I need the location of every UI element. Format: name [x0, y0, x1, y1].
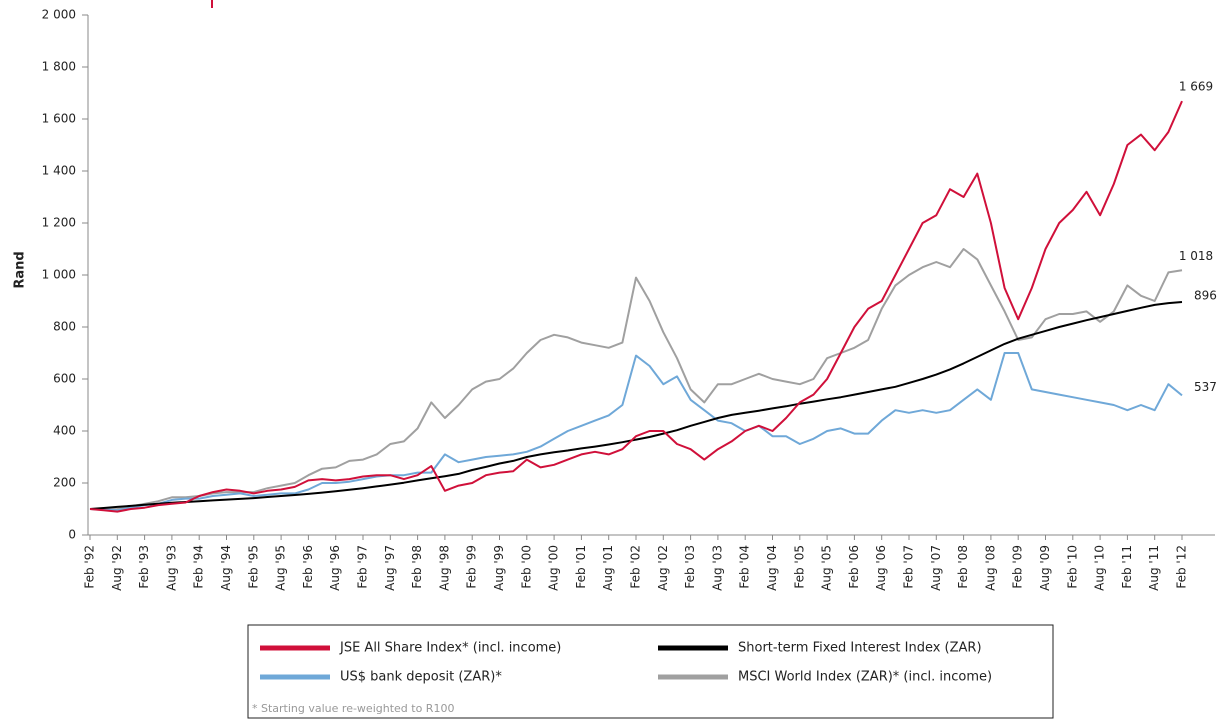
- x-tick-label: Feb '97: [356, 545, 370, 589]
- x-tick-label: Feb '98: [410, 545, 424, 589]
- x-tick-label: Feb '01: [574, 545, 588, 589]
- x-tick-label: Feb '93: [137, 545, 151, 589]
- x-tick-label: Aug '07: [929, 545, 943, 591]
- x-tick-label: Feb '05: [792, 545, 806, 589]
- x-tick-label: Aug '04: [765, 545, 779, 591]
- x-tick-label: Aug '10: [1093, 545, 1107, 591]
- legend-label: Short-term Fixed Interest Index (ZAR): [738, 641, 982, 656]
- x-tick-label: Feb '95: [246, 545, 260, 589]
- series-line: [89, 301, 1183, 510]
- y-tick-label: 1 800: [42, 60, 76, 74]
- x-tick-label: Feb '00: [519, 545, 533, 589]
- x-tick-label: Aug '08: [983, 545, 997, 591]
- y-tick-label: 600: [53, 372, 76, 386]
- x-tick-label: Feb '04: [738, 545, 752, 589]
- x-tick-label: Feb '12: [1175, 545, 1189, 589]
- legend-label: JSE All Share Index* (incl. income): [339, 641, 561, 656]
- x-tick-label: Feb '03: [683, 545, 697, 589]
- y-tick-label: 1 600: [42, 112, 76, 126]
- y-tick-label: 200: [53, 476, 76, 490]
- x-tick-label: Feb '08: [956, 545, 970, 589]
- legend-label: MSCI World Index (ZAR)* (incl. income): [738, 670, 992, 685]
- x-tick-label: Aug '97: [383, 545, 397, 591]
- legend-box: [247, 624, 1054, 719]
- x-tick-label: Aug '06: [874, 545, 888, 591]
- x-tick-label: Aug '01: [601, 545, 615, 591]
- x-tick-label: Feb '10: [1065, 545, 1079, 589]
- y-tick-label: 0: [68, 528, 76, 542]
- x-tick-label: Aug '95: [274, 545, 288, 591]
- x-tick-label: Aug '05: [820, 545, 834, 591]
- x-tick-label: Feb '02: [629, 545, 643, 589]
- x-tick-label: Feb '92: [83, 545, 97, 589]
- footnote: * Starting value re-weighted to R100: [252, 702, 454, 715]
- x-tick-label: Aug '00: [547, 545, 561, 591]
- end-label: 896: [1194, 289, 1217, 303]
- y-tick-label: 1 000: [42, 268, 76, 282]
- y-tick-label: 400: [53, 424, 76, 438]
- y-tick-label: 1 200: [42, 216, 76, 230]
- x-tick-label: Feb '09: [1011, 545, 1025, 589]
- x-tick-label: Feb '94: [192, 545, 206, 589]
- series-line: [89, 248, 1183, 511]
- y-axis-label: Rand: [13, 251, 28, 288]
- x-tick-label: Aug '03: [710, 545, 724, 591]
- series-line: [89, 352, 1183, 512]
- y-tick-label: 2 000: [42, 8, 76, 22]
- x-tick-label: Aug '96: [328, 545, 342, 591]
- x-tick-label: Aug '09: [1038, 545, 1052, 591]
- x-tick-label: Feb '11: [1120, 545, 1134, 589]
- x-tick-label: Aug '93: [164, 545, 178, 591]
- end-label: 1 669: [1179, 80, 1213, 94]
- x-tick-label: Feb '96: [301, 545, 315, 589]
- x-tick-label: Feb '99: [465, 545, 479, 589]
- y-tick-label: 800: [53, 320, 76, 334]
- x-tick-label: Aug '11: [1147, 545, 1161, 591]
- legend-label: US$ bank deposit (ZAR)*: [340, 670, 502, 685]
- end-label: 537: [1194, 380, 1217, 394]
- x-tick-label: Aug '92: [110, 545, 124, 591]
- x-tick-label: Feb '06: [847, 545, 861, 589]
- y-tick-label: 1 400: [42, 164, 76, 178]
- series-line: [89, 100, 1183, 513]
- x-tick-label: Aug '02: [656, 545, 670, 591]
- x-tick-label: Feb '07: [902, 545, 916, 589]
- x-tick-label: Aug '98: [437, 545, 451, 591]
- end-label: 1 018: [1179, 249, 1213, 263]
- x-tick-label: Aug '94: [219, 545, 233, 591]
- x-tick-label: Aug '99: [492, 545, 506, 591]
